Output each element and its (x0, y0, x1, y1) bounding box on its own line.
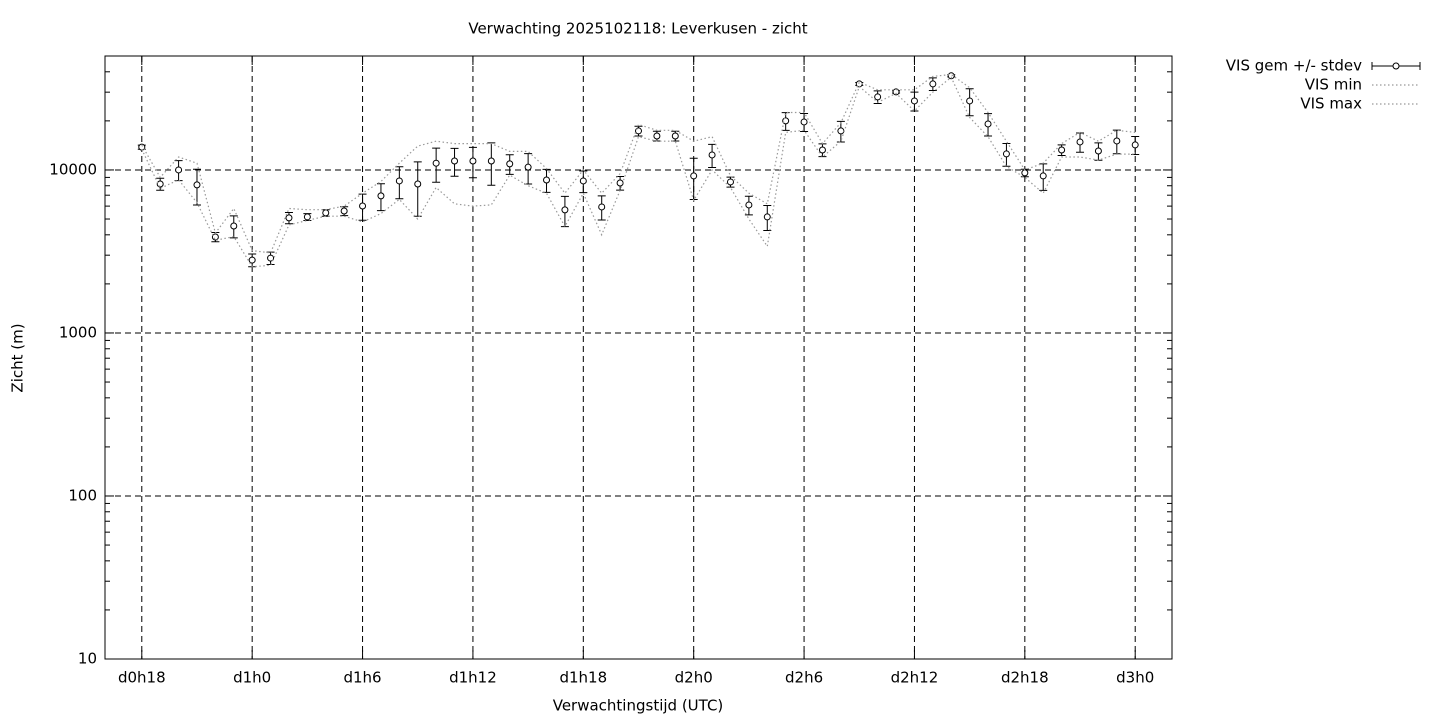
x-tick-label: d1h6 (343, 669, 381, 687)
point (1076, 138, 1084, 146)
point (1021, 169, 1029, 177)
point (1113, 137, 1121, 145)
point (1094, 147, 1102, 155)
point (193, 181, 201, 189)
legend-label: VIS max (1300, 95, 1362, 113)
x-tick-label: d1h18 (559, 669, 607, 687)
point (708, 151, 716, 159)
point (285, 214, 293, 222)
legend-label: VIS gem +/- stdev (1226, 57, 1362, 75)
point (432, 159, 440, 167)
point (451, 157, 459, 165)
point (837, 127, 845, 135)
point (1039, 172, 1047, 180)
point (303, 213, 311, 221)
point (487, 157, 495, 165)
x-tick-label: d2h0 (675, 669, 713, 687)
point (947, 72, 955, 80)
legend-label: VIS min (1305, 76, 1362, 94)
point (579, 177, 587, 185)
point (726, 178, 734, 186)
legend-swatch (1392, 62, 1400, 70)
x-tick-label: d3h0 (1116, 669, 1154, 687)
point (175, 166, 183, 174)
y-tick-label: 10000 (49, 160, 97, 178)
point (524, 163, 532, 171)
point (984, 120, 992, 128)
point (230, 222, 238, 230)
point (929, 80, 937, 88)
point (506, 160, 514, 168)
point (1058, 146, 1066, 154)
point (322, 209, 330, 217)
point (874, 93, 882, 101)
chart-title: Verwachting 2025102118: Leverkusen - zic… (468, 20, 807, 38)
point (377, 192, 385, 200)
x-tick-label: d0h18 (118, 669, 166, 687)
point (690, 172, 698, 180)
point (248, 256, 256, 264)
y-axis-label: Zicht (m) (9, 323, 27, 392)
x-tick-label: d2h6 (785, 669, 823, 687)
point (1131, 141, 1139, 149)
point (910, 97, 918, 105)
point (340, 207, 348, 215)
point (561, 206, 569, 214)
point (598, 203, 606, 211)
point (892, 88, 900, 96)
x-tick-label: d1h12 (449, 669, 497, 687)
point (543, 176, 551, 184)
point (818, 146, 826, 154)
point (745, 201, 753, 209)
line-series (141, 76, 1136, 268)
x-tick-label: d2h18 (1001, 669, 1049, 687)
x-tick-label: d1h0 (233, 669, 271, 687)
x-axis-label: Verwachtingstijd (UTC) (553, 697, 724, 715)
point (653, 132, 661, 140)
point (1002, 150, 1010, 158)
point (469, 157, 477, 165)
point (966, 97, 974, 105)
point (763, 213, 771, 221)
y-tick-label: 1000 (59, 323, 97, 341)
point (395, 177, 403, 185)
point (800, 118, 808, 126)
point (671, 132, 679, 140)
y-tick-label: 10 (78, 650, 97, 668)
plot-frame (104, 55, 1173, 660)
x-tick-label: d2h12 (891, 669, 939, 687)
line-series (141, 73, 1136, 254)
point (156, 180, 164, 188)
point (414, 180, 422, 188)
y-tick-label: 100 (68, 486, 97, 504)
point (267, 254, 275, 262)
error-bar (413, 161, 422, 217)
point (359, 202, 367, 210)
